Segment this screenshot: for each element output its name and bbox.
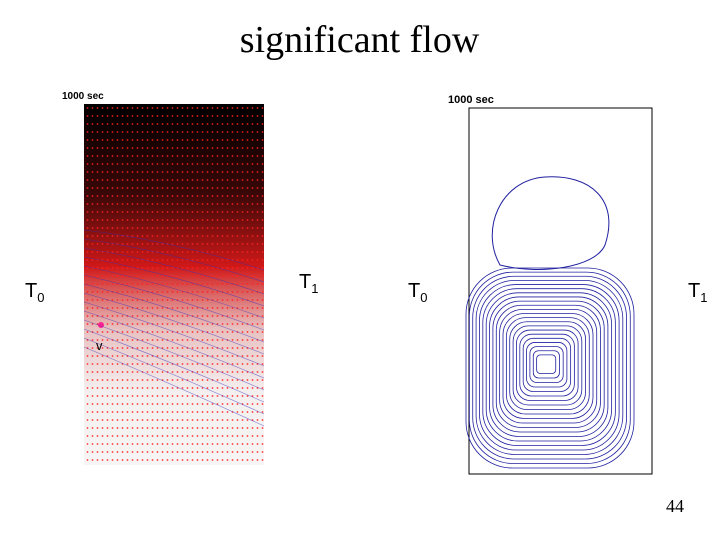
- flow-line: [83, 310, 265, 379]
- temperature-label: T1: [688, 280, 708, 305]
- flow-line: [83, 283, 265, 343]
- flow-line: [83, 292, 265, 355]
- time-label: 1000 sec: [62, 91, 104, 102]
- flow-line: [83, 247, 265, 295]
- contour: [479, 284, 620, 451]
- contour: [536, 354, 557, 374]
- contour: [516, 329, 579, 401]
- contour: [529, 346, 564, 383]
- contour: [475, 280, 624, 455]
- contour: [509, 321, 586, 410]
- temperature-label: T0: [408, 280, 428, 305]
- flow-line: [83, 238, 265, 283]
- temperature-label: T0: [25, 280, 45, 305]
- flow-line: [83, 229, 265, 271]
- flow-line: [83, 337, 265, 415]
- contour: [526, 342, 568, 388]
- contour: [499, 308, 598, 424]
- streamline-plot: [465, 107, 653, 475]
- contour: [522, 337, 572, 392]
- vector-label: v: [96, 338, 103, 353]
- flow-line: [83, 256, 265, 307]
- contour: [495, 304, 601, 428]
- flow-line: [83, 346, 265, 427]
- contour: [491, 176, 610, 270]
- page-number: 44: [666, 496, 684, 516]
- contour: [485, 292, 613, 442]
- contour: [468, 271, 631, 464]
- slide-title: significant flow: [239, 19, 480, 61]
- contour: [465, 267, 635, 469]
- time-label: 1000 sec: [448, 94, 494, 106]
- flow-line: [83, 319, 265, 391]
- temperature-label: T1: [299, 271, 319, 296]
- contour: [492, 300, 605, 433]
- contour: [512, 325, 583, 406]
- contour: [472, 275, 627, 460]
- contour: [532, 350, 560, 379]
- contour: [502, 313, 594, 419]
- contour: [519, 333, 575, 397]
- temperature-field: [83, 104, 265, 465]
- flow-line: [83, 328, 265, 403]
- contour: [482, 288, 616, 446]
- contour: [489, 296, 609, 437]
- flow-line: [83, 265, 265, 319]
- contour: [505, 317, 590, 415]
- flow-line: [83, 274, 265, 331]
- flow-line: [83, 301, 265, 367]
